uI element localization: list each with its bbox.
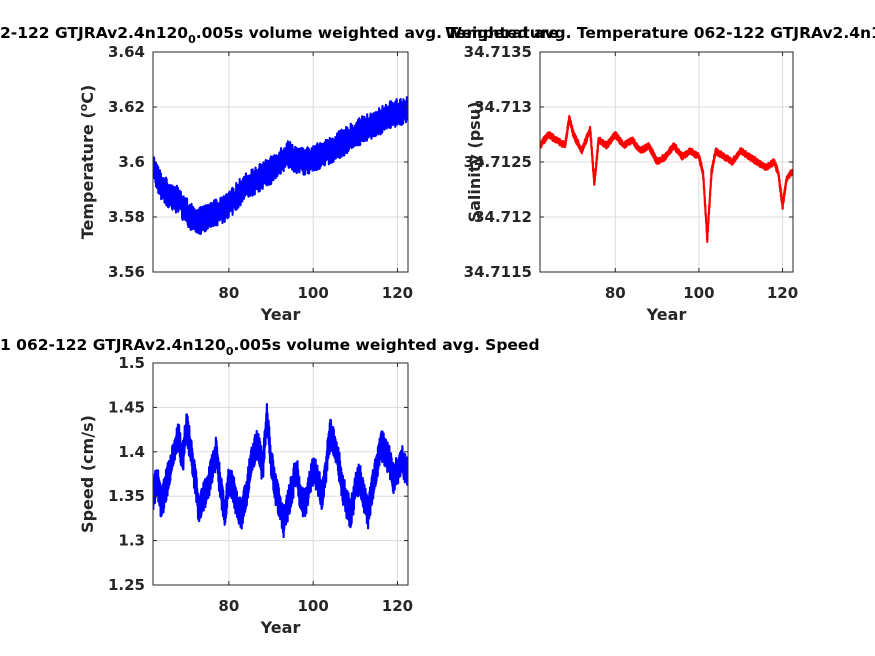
x-tick-label: 120 — [382, 284, 413, 302]
y-tick-label: 3.64 — [108, 43, 145, 61]
series-line-1 — [153, 96, 408, 236]
x-axis-label: Year — [260, 305, 301, 324]
y-tick-label: 1.45 — [108, 398, 145, 416]
chart-panel-1: 80 100 120 3.56 3.58 3.6 3.62 3.64 Year Temperatu… — [0, 24, 559, 324]
x-axis-label: Year — [260, 618, 301, 637]
y-tick-label: 34.7115 — [464, 263, 532, 281]
x-tick-label: 80 — [605, 284, 626, 302]
chart-panel-2: 80 100 120 34.7115 34.712 34.7125 34.713 34.713… — [445, 24, 875, 324]
y-tick-label: 34.7125 — [464, 153, 532, 171]
y-tick-label: 3.6 — [118, 153, 145, 171]
y-tick-label: 1.35 — [108, 487, 145, 505]
chart-title: 2-122 GTJRAv2.4n1200.005s volume weighte… — [0, 24, 559, 46]
series-line-1 — [153, 403, 408, 539]
axes-box — [152, 362, 409, 586]
x-tick-label: 80 — [218, 284, 239, 302]
y-tick-label: 34.712 — [474, 208, 532, 226]
y-tick-label: 1.25 — [108, 576, 145, 594]
chart-panel-3: 80 100 120 1.25 1.3 1.35 1.4 1.45 1.5 Year Speed (… — [0, 336, 540, 637]
x-axis-label: Year — [646, 305, 687, 324]
chart-title: 1 062-122 GTJRAv2.4n1200.005s volume wei… — [0, 336, 540, 358]
y-axis-label: Speed (cm/s) — [78, 415, 97, 533]
y-tick-label: 34.713 — [474, 98, 532, 116]
y-tick-label: 1.4 — [118, 443, 145, 461]
plot-area — [153, 363, 408, 585]
y-tick-label: 3.58 — [108, 208, 145, 226]
y-axis-label: Temperature (oC) — [77, 85, 97, 240]
y-tick-label: 3.62 — [108, 98, 145, 116]
x-tick-label: 120 — [382, 597, 413, 615]
x-tick-label: 100 — [298, 284, 329, 302]
x-tick-label: 100 — [298, 597, 329, 615]
y-tick-label: 1.5 — [118, 354, 145, 372]
series-line-1 — [540, 115, 793, 243]
y-tick-label: 1.3 — [118, 532, 145, 550]
x-tick-label: 80 — [218, 597, 239, 615]
y-axis-label: Salinity (psu) — [465, 102, 484, 223]
x-tick-label: 120 — [767, 284, 798, 302]
y-tick-label: 3.56 — [108, 263, 145, 281]
y-tick-label: 34.7135 — [464, 43, 532, 61]
chart-title: Weighted avg. Temperature 062-122 GTJRAv… — [445, 24, 875, 46]
x-tick-label: 100 — [683, 284, 714, 302]
